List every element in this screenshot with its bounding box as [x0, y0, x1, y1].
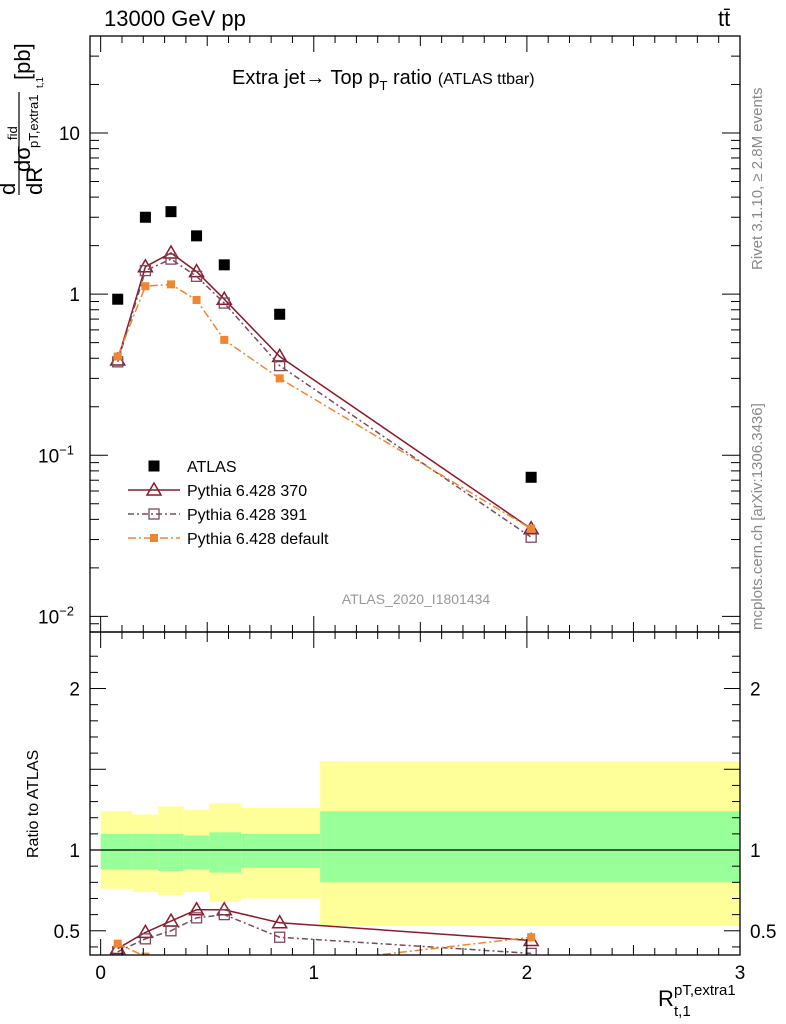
main-point-3-2 — [166, 280, 175, 289]
main-ytick-label-2: 1 — [69, 285, 80, 306]
legend-marker-2 — [148, 508, 160, 520]
analysis-watermark: ATLAS_2020_I1801434 — [342, 591, 491, 607]
ratio-point-2-6 — [527, 933, 536, 942]
xtick-label-2: 2 — [522, 963, 533, 984]
ratio-point-2-2 — [167, 959, 175, 967]
ratio-ytick-label-right-0: 0.5 — [750, 922, 776, 943]
main-panel: 10−2 10−1 1 10 0.5 0.5 1 1 2 2 0 1 2 3 ATLAS Pythia 6.… — [38, 35, 776, 984]
svg-text:dR: dR — [22, 167, 47, 195]
main-point-1-2 — [162, 244, 180, 259]
ratio-point-2-0 — [113, 939, 122, 948]
main-point-0-2 — [165, 206, 177, 218]
ratio-point-2-5 — [276, 962, 284, 970]
band-inner-4 — [209, 832, 242, 873]
xtick-label-3: 3 — [735, 963, 746, 984]
ratio-point-0-1 — [137, 923, 154, 939]
ratio-series-line-0 — [117, 909, 532, 950]
svg-text:pT,extra1: pT,extra1 — [674, 982, 736, 999]
ratio-ytick-label-2: 2 — [69, 680, 80, 701]
band-inner-1 — [132, 833, 159, 870]
ratio-point-1-4 — [218, 908, 230, 921]
band-inner-6 — [320, 811, 740, 883]
main-point-3-5 — [275, 374, 284, 383]
svg-text:t,1: t,1 — [35, 76, 46, 88]
main-point-0-3 — [191, 230, 203, 242]
ratio-point-1-6 — [525, 947, 537, 955]
main-title: Extra jet→ Top pT ratio (ATLAS ttbar) — [232, 67, 535, 93]
process-label: 13000 GeV pp — [104, 6, 246, 31]
ratio-y-axis-label: Ratio to ATLAS — [25, 750, 42, 858]
ratio-point-2-4 — [220, 972, 228, 980]
main-point-0-4 — [218, 259, 230, 271]
ratio-point-1-2 — [165, 925, 177, 937]
ratio-series-line-1 — [117, 913, 532, 955]
ratio-point-2-1 — [141, 952, 150, 955]
ratio-point-2-3 — [193, 966, 201, 974]
legend-label-2: Pythia 6.428 391 — [187, 507, 307, 524]
svg-text:d: d — [0, 183, 20, 195]
main-point-2-2 — [165, 253, 177, 265]
main-y-axis-label: dR d dσ fid pT,extra1 t,1 [pb] — [0, 43, 47, 195]
legend-label-3: Pythia 6.428 default — [187, 531, 329, 548]
main-point-1-5 — [271, 348, 288, 363]
main-point-0-0 — [112, 293, 124, 305]
legend-label-1: Pythia 6.428 370 — [187, 483, 307, 500]
legend-marker-1 — [145, 481, 163, 496]
ratio-point-1-3 — [190, 912, 203, 924]
ratio-point-1-5 — [274, 931, 286, 943]
main-point-2-3 — [190, 270, 203, 282]
main-ytick-label-1: 10−1 — [38, 442, 74, 467]
main-series-line-2 — [116, 258, 532, 538]
ratio-frame — [89, 631, 741, 956]
band-inner-2 — [158, 833, 184, 872]
main-point-3-4 — [220, 335, 229, 344]
final-state-label: tt̄ — [718, 6, 730, 31]
main-ytick-label-3: 10 — [59, 124, 80, 145]
ratio-ytick-label-right-2: 2 — [750, 680, 761, 701]
svg-text:R: R — [658, 986, 674, 1011]
main-point-0-5 — [274, 308, 286, 320]
main-point-0-1 — [139, 211, 151, 223]
svg-text:[pb]: [pb] — [10, 43, 35, 80]
ratio-point-0-5 — [271, 914, 288, 929]
xtick-label-0: 0 — [95, 963, 106, 984]
band-inner-0 — [100, 833, 133, 870]
svg-text:t,1: t,1 — [674, 1003, 691, 1020]
main-point-2-1 — [139, 264, 152, 277]
mcplots-label: mcplots.cern.ch [arXiv:1306.3436] — [749, 403, 766, 630]
svg-text:pT,extra1: pT,extra1 — [26, 95, 41, 148]
legend-marker-3 — [150, 534, 158, 542]
ratio-ytick-label-right-1: 1 — [750, 841, 761, 862]
main-ytick-label-0: 10−2 — [38, 603, 74, 628]
xtick-label-1: 1 — [308, 963, 319, 984]
main-point-3-0 — [113, 352, 122, 361]
band-inner-3 — [183, 835, 210, 870]
main-point-0-6 — [525, 471, 537, 483]
main-point-3-6 — [527, 524, 536, 533]
main-series-line-3 — [117, 283, 532, 530]
main-series-line-1 — [116, 252, 532, 530]
band-inner-5 — [241, 833, 321, 868]
ratio-series-line-2 — [117, 936, 532, 955]
ratio-ytick-label-1: 1 — [69, 841, 80, 862]
x-axis-label: R pT,extra1 t,1 — [658, 982, 736, 1020]
ratio-ytick-label-0: 0.5 — [54, 922, 80, 943]
main-point-2-4 — [218, 297, 230, 309]
legend-marker-0 — [148, 460, 160, 472]
ratio-point-1-1 — [139, 933, 152, 945]
ratio-point-0-2 — [162, 912, 180, 927]
main-point-3-1 — [141, 282, 150, 291]
main-point-2-5 — [274, 359, 286, 372]
legend-label-0: ATLAS — [187, 459, 237, 476]
svg-text:dσ: dσ — [10, 146, 35, 172]
rivet-label: Rivet 3.1.10, ≥ 2.8M events — [749, 88, 766, 271]
main-point-3-3 — [192, 295, 201, 304]
ratio-point-0-3 — [188, 901, 205, 916]
svg-text:fid: fid — [5, 126, 20, 140]
